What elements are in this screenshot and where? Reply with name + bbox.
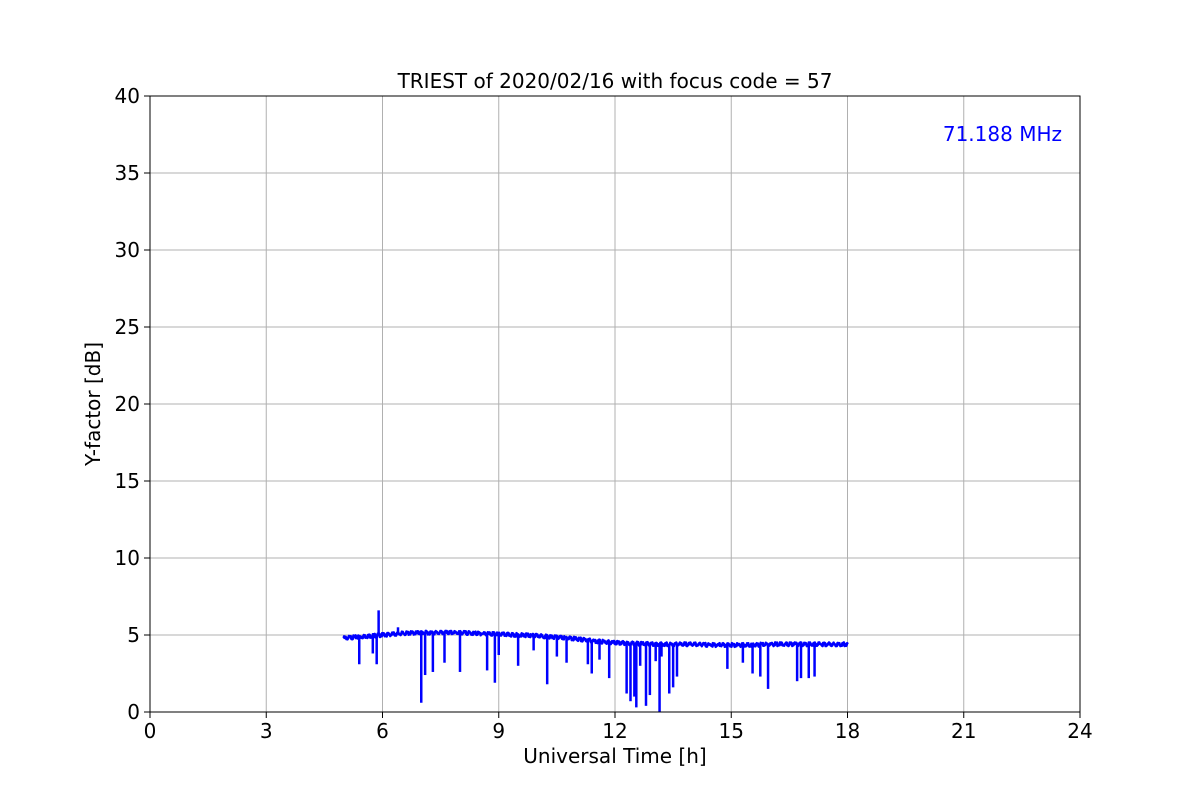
series-layer — [342, 610, 849, 712]
y-tick-label: 40 — [115, 84, 140, 108]
y-tick-label: 10 — [115, 546, 140, 570]
y-tick-label: 25 — [115, 315, 140, 339]
x-tick-label: 24 — [1067, 719, 1092, 743]
y-tick-label: 0 — [127, 700, 140, 724]
y-tick-label: 35 — [115, 161, 140, 185]
x-tick-label: 0 — [144, 719, 157, 743]
x-tick-label: 3 — [260, 719, 273, 743]
x-axis: 0 3 6 9 12 15 18 21 24 — [144, 712, 1093, 743]
chart-title: TRIEST of 2020/02/16 with focus code = 5… — [397, 69, 833, 93]
x-tick-label: 18 — [835, 719, 860, 743]
y-axis-label: Y-factor [dB] — [81, 342, 105, 467]
y-tick-label: 20 — [115, 392, 140, 416]
x-tick-label: 12 — [602, 719, 627, 743]
frequency-annotation: 71.188 MHz — [943, 122, 1062, 146]
series-line — [342, 629, 849, 649]
x-tick-label: 15 — [719, 719, 744, 743]
x-tick-label: 21 — [951, 719, 976, 743]
x-tick-label: 9 — [492, 719, 505, 743]
y-tick-label: 15 — [115, 469, 140, 493]
x-axis-label: Universal Time [h] — [523, 744, 706, 768]
x-tick-label: 6 — [376, 719, 389, 743]
y-tick-label: 5 — [127, 623, 140, 647]
y-tick-label: 30 — [115, 238, 140, 262]
grid-lines — [149, 95, 1081, 713]
y-axis: 0 5 10 15 20 25 30 35 40 — [115, 84, 150, 724]
